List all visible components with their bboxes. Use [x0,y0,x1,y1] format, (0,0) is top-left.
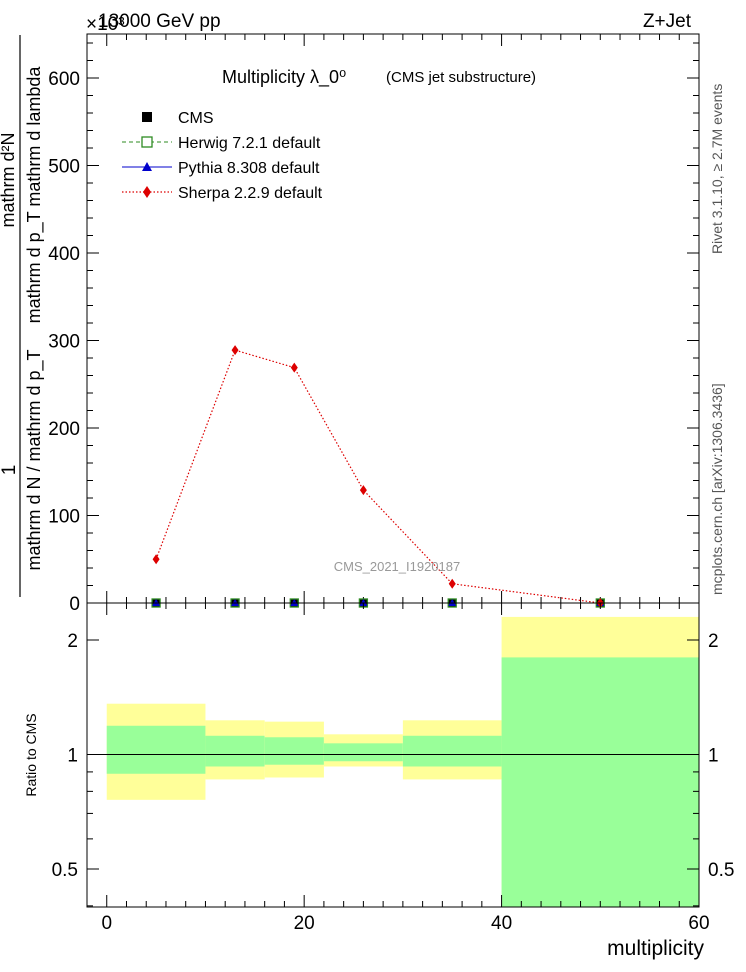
ratio-band-inner [106,725,206,774]
x-axis-label: multiplicity [607,937,704,960]
ratio-xtick-label: 60 [688,913,709,934]
main-ytick-label: 500 [48,157,80,178]
legend-pythia-marker [142,162,152,171]
main-y-axis-label: 1 mathrm d N / mathrm d p_T mathrm d²N m… [0,35,45,597]
ratio-panel: 0.5 0.51 12 20 20 40 60 Ratio to CMS multiplic… [23,602,735,960]
main-ytick-label: 100 [48,507,80,528]
ylabel-top: mathrm d²N [0,132,18,227]
ratio-xtick-label: 20 [294,913,315,934]
legend-label: Pythia 8.308 default [178,160,320,177]
sherpa-line [155,349,601,604]
legend-label: Sherpa 2.2.9 default [178,185,323,202]
ylabel-mid: mathrm d p_T mathrm d lambda [24,66,45,324]
ratio-ytick-label: 0.5 [52,860,78,881]
main-ytick-label: 0 [69,594,80,615]
ylabel-bottom: mathrm d N / mathrm d p_T [24,349,45,570]
ratio-band-inner [205,735,265,767]
legend-label: Herwig 7.2.1 default [178,135,321,152]
chart-title-note: (CMS jet substructure) [386,69,536,86]
main-ytick-labels: 0 100 200 300 400 500 600 [48,69,80,615]
ratio-plot-frame [86,602,700,908]
y-multiplier-label: ×10³ [86,14,125,35]
ratio-ytick-label: 2 [67,631,78,652]
legend-label: CMS [178,110,214,127]
watermark-label: CMS_2021_I1920187 [334,559,461,574]
ylabel-one: 1 [0,465,20,476]
header-process-label: Z+Jet [643,11,692,32]
rivet-version-label: Rivet 3.1.10, ≥ 2.7M events [709,84,725,254]
mcplots-label: mcplots.cern.ch [arXiv:1306.3436] [709,383,725,595]
legend-sherpa-marker [143,186,151,198]
ratio-ytick-label-right: 1 [708,746,719,767]
ratio-ytick-label: 1 [67,746,78,767]
header-energy-label: 13000 GeV pp [98,11,221,32]
legend-cms-marker [142,112,152,122]
main-ytick-label: 300 [48,332,80,353]
legend-herwig-marker [141,136,153,148]
main-ytick-label: 600 [48,69,80,90]
main-ytick-label: 200 [48,419,80,440]
sherpa-point [359,485,367,496]
main-panel: Multiplicity λ_0⁰ (CMS jet substructure)… [48,33,700,615]
ratio-band-inner [501,657,699,907]
ratio-xtick-label: 0 [101,913,112,934]
main-ytick-label: 400 [48,244,80,265]
ratio-tick-labels: 0.5 0.51 12 20 20 40 60 [52,631,735,934]
sherpa-point [231,345,239,356]
legend: CMS Herwig 7.2.1 default Pythia 8.308 defa… [122,110,323,202]
ratio-ytick-label-right: 0.5 [708,860,734,881]
ratio-band-inner [264,737,324,765]
ratio-xtick-label: 40 [491,913,512,934]
chart-title: Multiplicity λ_0⁰ [222,67,346,88]
sherpa-point [152,554,160,565]
ratio-band-inner [402,735,502,767]
sherpa-point [448,578,456,589]
sherpa-point [290,362,298,373]
ratio-bands-layer [87,616,699,907]
ratio-ytick-label-right: 2 [708,631,719,652]
ratio-y-axis-label: Ratio to CMS [23,713,39,796]
ratio-band-inner [323,743,403,762]
